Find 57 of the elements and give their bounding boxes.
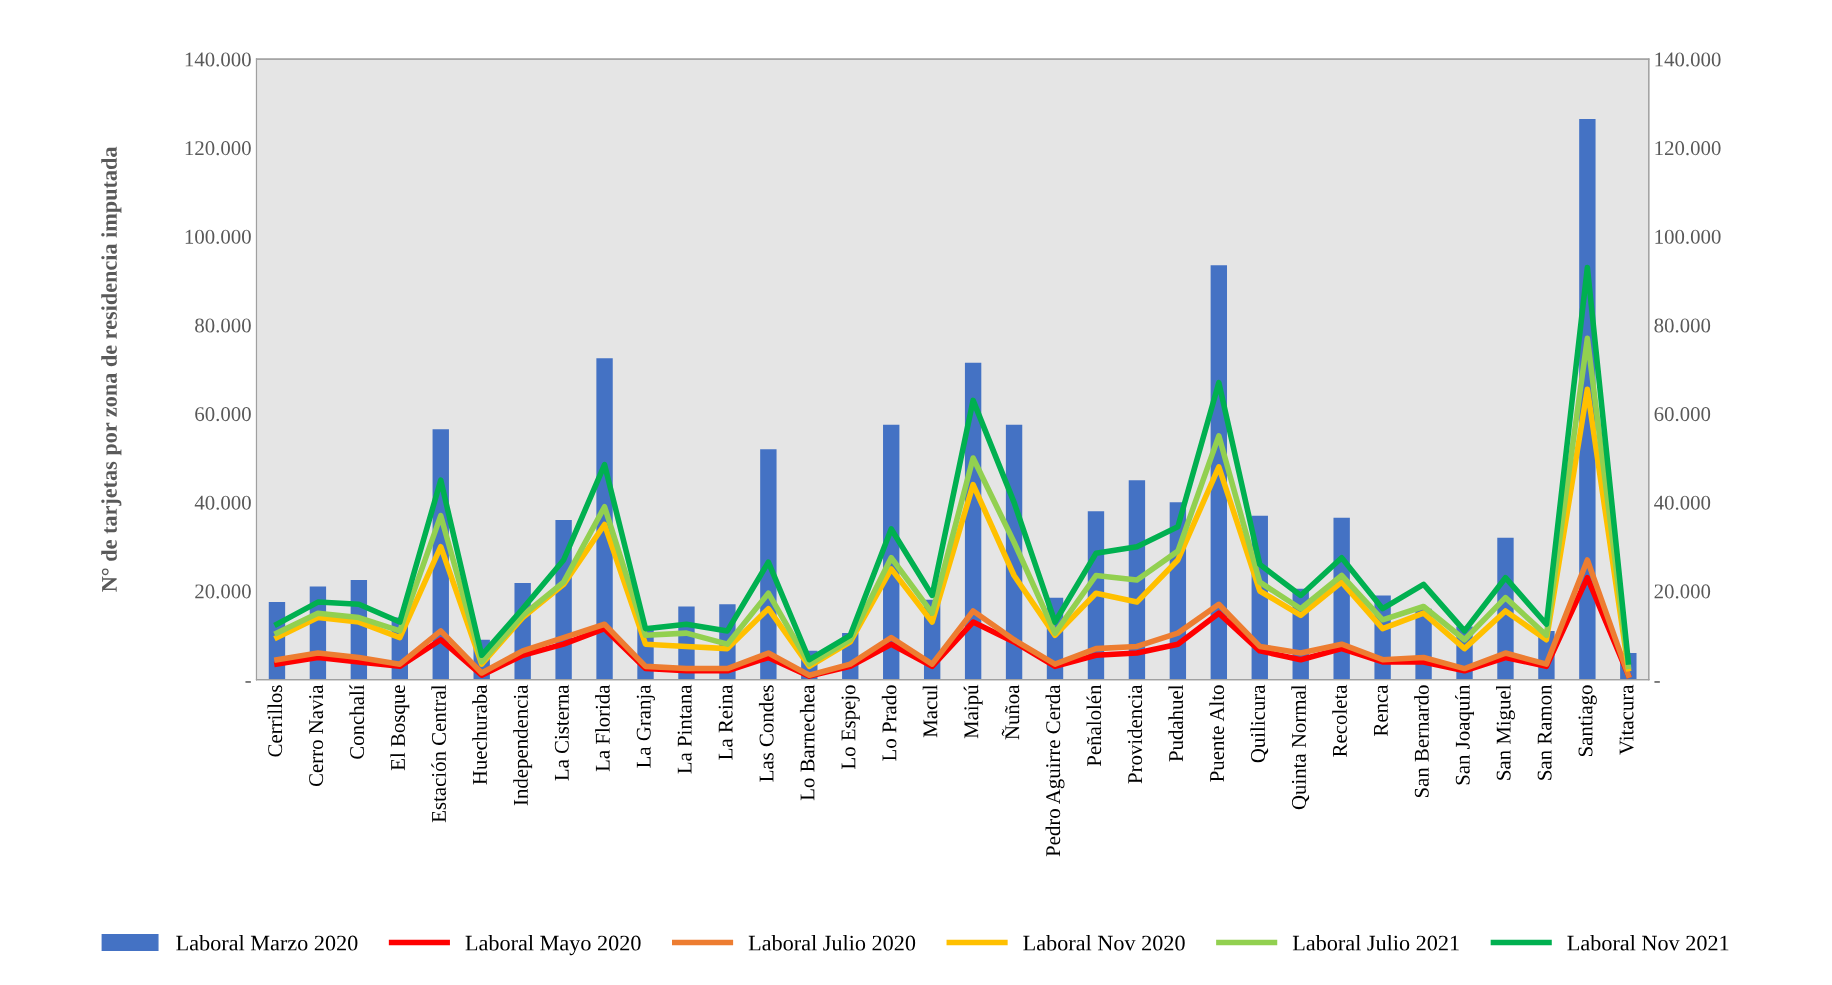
y-tick-label: 120.000 [185, 141, 251, 156]
legend-label: Laboral Julio 2021 [1292, 934, 1459, 951]
x-tick-label: Huechuraba [472, 684, 487, 785]
x-tick-label: Santiago [1578, 685, 1597, 757]
legend-label: Laboral Nov 2021 [1567, 934, 1729, 951]
x-tick-label: El Bosque [390, 685, 410, 771]
x-tick-label: Lo Barnechea [799, 684, 815, 801]
y-tick-label: - [245, 681, 251, 683]
y-tick-label: 100.000 [185, 229, 251, 244]
x-tick-label: Pedro Aguirre Cerda [1045, 684, 1065, 857]
x-tick-label: Las Condes [758, 685, 774, 782]
x-tick-label: Peñalolén [1086, 684, 1102, 767]
y-tick-label: 20.000 [195, 584, 251, 599]
x-tick-label: Conchalí [349, 684, 365, 759]
x-tick-label: San Miguel [1496, 684, 1515, 780]
y-tick-label: 60.000 [195, 407, 251, 422]
x-tick-label: San Joaquín [1455, 684, 1474, 785]
x-tick-label: Puente Alto [1209, 685, 1225, 782]
x-tick-label: Lo Prado [881, 685, 897, 761]
x-tick-label: Vitacura [1619, 684, 1634, 755]
y-tick-label: 40.000 [194, 495, 251, 510]
x-tick-label: La Granja [636, 684, 655, 768]
legend-label: Laboral Julio 2020 [748, 934, 916, 951]
x-tick-label: La Reina [718, 684, 733, 760]
x-tick-label: San Ramon [1537, 684, 1552, 780]
x-tick-label: San Bernardo [1414, 685, 1429, 798]
y2-tick-label: - [1654, 681, 1660, 683]
x-tick-label: Estación Central [431, 684, 446, 823]
x-tick-label: Independencia [513, 684, 533, 806]
y2-tick-label: 40.000 [1654, 495, 1711, 510]
x-tick-label: Quilicura [1250, 684, 1269, 763]
y2-tick-label: 120.000 [1655, 141, 1721, 156]
y-tick-label: 80.000 [195, 318, 251, 333]
y2-tick-label: 100.000 [1655, 229, 1721, 244]
x-tick-label: Quinta Normal [1291, 684, 1310, 810]
legend-label: Laboral Nov 2020 [1023, 934, 1185, 951]
x-tick-label: La Florida [595, 684, 610, 772]
x-tick-label: Ñuñoa [1001, 684, 1020, 740]
x-tick-label: Lo Espejo [841, 685, 860, 769]
x-tick-label: Pudahuel [1168, 684, 1184, 762]
y2-tick-label: 80.000 [1654, 318, 1711, 333]
y2-tick-label: 140.000 [1655, 52, 1721, 67]
x-tick-label: La Pintana [677, 684, 692, 774]
legend-label: Laboral Marzo 2020 [176, 934, 358, 951]
x-tick-label: Providencia [1127, 684, 1143, 784]
x-tick-label: Renca [1373, 684, 1388, 736]
legend-label: Laboral Mayo 2020 [465, 934, 641, 956]
x-tick-label: Macul [922, 684, 938, 738]
y-axis-title: N° de tarjetas por zona de residencia imputada [101, 146, 122, 592]
x-tick-label: Maipú [963, 684, 983, 739]
x-tick-label: La Cisterna [554, 684, 569, 781]
y2-tick-label: 20.000 [1654, 584, 1711, 599]
y-tick-label: 140.000 [185, 52, 251, 67]
x-tick-label: Cerrillos [267, 685, 283, 757]
x-tick-label: Recoleta [1332, 684, 1347, 757]
x-tick-label: Cerro Navia [309, 684, 324, 787]
y2-tick-label: 60.000 [1654, 407, 1711, 422]
